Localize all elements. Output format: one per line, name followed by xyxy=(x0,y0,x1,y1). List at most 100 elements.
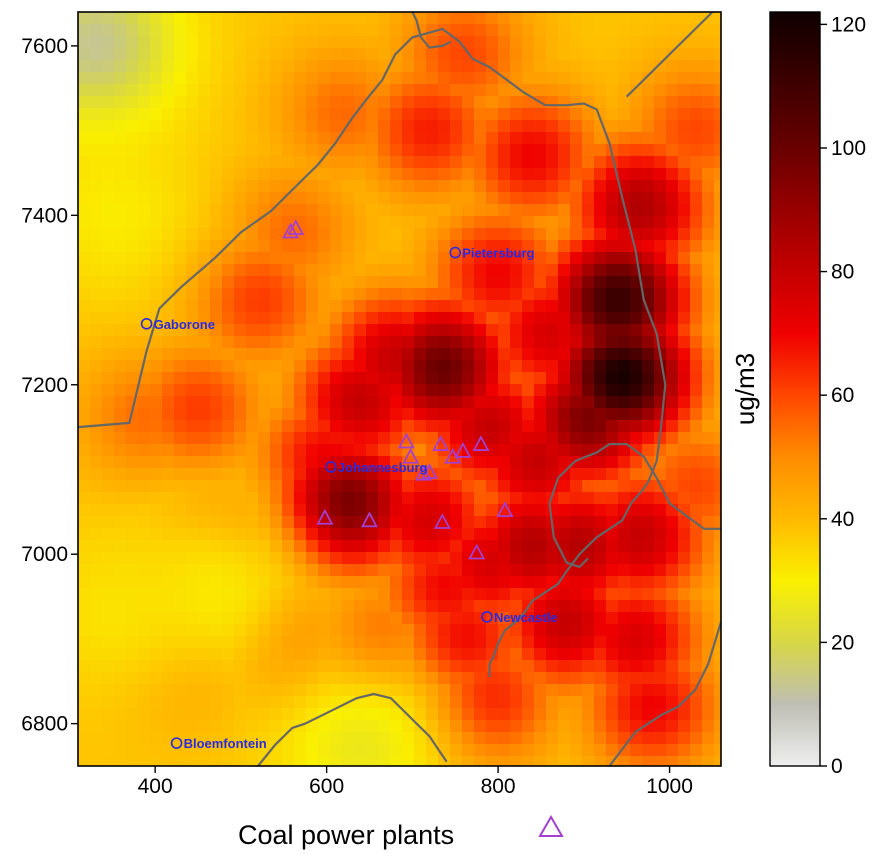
heat-cell xyxy=(702,336,715,349)
heat-cell xyxy=(246,360,259,373)
heat-cell xyxy=(306,756,319,766)
heat-cell xyxy=(78,444,91,457)
heat-cell xyxy=(402,396,415,409)
heat-cell xyxy=(486,576,499,589)
heat-cell xyxy=(210,60,223,73)
heat-cell xyxy=(534,504,547,517)
heat-cell xyxy=(390,24,403,37)
heat-cell xyxy=(246,420,259,433)
heat-cell xyxy=(534,216,547,229)
heat-cell xyxy=(666,552,679,565)
heat-cell xyxy=(558,312,571,325)
heat-cell xyxy=(366,396,379,409)
heat-cell xyxy=(534,612,547,625)
heat-cell xyxy=(378,528,391,541)
heat-cell xyxy=(618,444,631,457)
heat-cell xyxy=(186,588,199,601)
heat-cell xyxy=(246,504,259,517)
heat-cell xyxy=(642,480,655,493)
heat-cell xyxy=(378,696,391,709)
heat-cell xyxy=(426,600,439,613)
heat-cell xyxy=(198,672,211,685)
heat-cell xyxy=(234,132,247,145)
heat-cell xyxy=(186,408,199,421)
heat-cell xyxy=(234,468,247,481)
heat-cell xyxy=(474,180,487,193)
heat-cell xyxy=(618,108,631,121)
heat-cell xyxy=(282,756,295,766)
heat-cell xyxy=(210,360,223,373)
heat-cell xyxy=(450,384,463,397)
heat-cell xyxy=(618,408,631,421)
heat-cell xyxy=(282,372,295,385)
heat-cell xyxy=(246,96,259,109)
heat-cell xyxy=(150,372,163,385)
heat-cell xyxy=(378,480,391,493)
heat-cell xyxy=(606,228,619,241)
heat-cell xyxy=(522,228,535,241)
heat-cell xyxy=(282,648,295,661)
heat-cell xyxy=(534,372,547,385)
heat-cell xyxy=(546,396,559,409)
heat-cell xyxy=(234,24,247,37)
heat-cell xyxy=(198,84,211,97)
heat-cell xyxy=(414,732,427,745)
heat-cell xyxy=(306,216,319,229)
heat-cell xyxy=(450,660,463,673)
heat-cell xyxy=(162,108,175,121)
heat-cell xyxy=(618,96,631,109)
heat-cell xyxy=(270,180,283,193)
heat-cell xyxy=(402,684,415,697)
heat-cell xyxy=(486,156,499,169)
heat-cell xyxy=(594,36,607,49)
heat-cell xyxy=(114,672,127,685)
heat-cell xyxy=(114,144,127,157)
heat-cell xyxy=(174,432,187,445)
heat-cell xyxy=(150,744,163,757)
heat-cell xyxy=(594,456,607,469)
heat-cell xyxy=(198,552,211,565)
heat-cell xyxy=(138,660,151,673)
heat-cell xyxy=(210,480,223,493)
heat-cell xyxy=(558,636,571,649)
heat-cell xyxy=(222,324,235,337)
heat-cell xyxy=(318,84,331,97)
heat-cell xyxy=(198,192,211,205)
heat-cell xyxy=(558,384,571,397)
heat-cell xyxy=(114,564,127,577)
heat-cell xyxy=(702,600,715,613)
heat-cell xyxy=(414,576,427,589)
heat-cell xyxy=(306,636,319,649)
heat-cell xyxy=(126,648,139,661)
heat-cell xyxy=(162,612,175,625)
heat-cell xyxy=(702,624,715,637)
heat-cell xyxy=(378,504,391,517)
heat-cell xyxy=(366,48,379,61)
heat-cell xyxy=(714,264,721,277)
heat-cell xyxy=(678,192,691,205)
heat-cell xyxy=(414,408,427,421)
heat-cell xyxy=(138,564,151,577)
heat-cell xyxy=(618,336,631,349)
heat-cell xyxy=(162,684,175,697)
heat-cell xyxy=(582,324,595,337)
heat-cell xyxy=(450,348,463,361)
heat-cell xyxy=(270,480,283,493)
heat-cell xyxy=(534,36,547,49)
heat-cell xyxy=(606,396,619,409)
heat-cell xyxy=(294,588,307,601)
heat-cell xyxy=(366,444,379,457)
heat-cell xyxy=(666,144,679,157)
heat-cell xyxy=(534,12,547,25)
heat-cell xyxy=(498,312,511,325)
heat-cell xyxy=(210,420,223,433)
heat-cell xyxy=(162,180,175,193)
heat-cell xyxy=(246,60,259,73)
heat-cell xyxy=(342,372,355,385)
heat-cell xyxy=(162,672,175,685)
heat-cell xyxy=(702,720,715,733)
heat-cell xyxy=(558,588,571,601)
heat-cell xyxy=(186,576,199,589)
heat-cell xyxy=(474,36,487,49)
heat-cell xyxy=(558,624,571,637)
